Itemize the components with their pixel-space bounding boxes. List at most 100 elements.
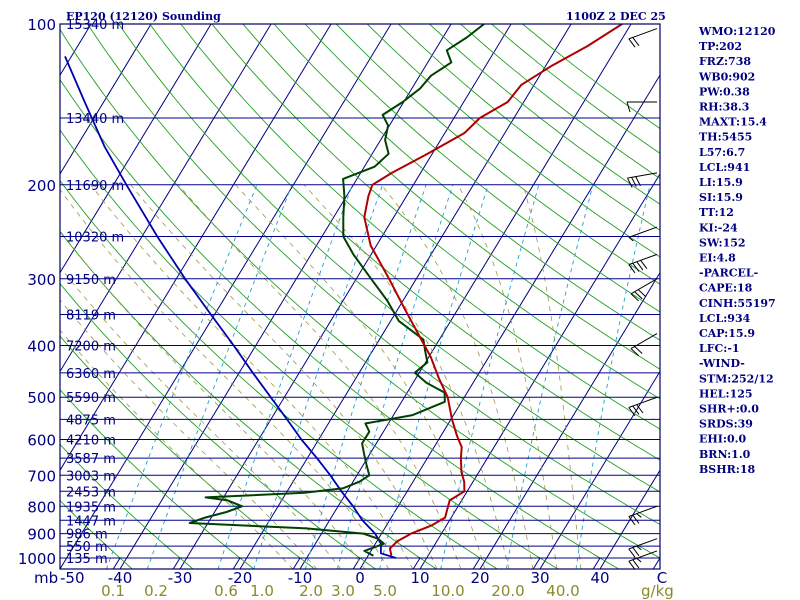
mixing-ratio-label: 1.0 xyxy=(250,582,274,600)
index-line: LCL:934 xyxy=(699,312,751,325)
wind-barb-staff xyxy=(628,253,658,266)
wind-barb-staff xyxy=(630,333,658,350)
index-line: LFC:-1 xyxy=(699,342,740,355)
mixing-ratio-line xyxy=(105,184,258,569)
wind-barb-flag xyxy=(634,291,643,300)
isotherm-line xyxy=(60,24,152,175)
pressure-tick-label: 1000 xyxy=(18,550,56,568)
mixing-ratio-line xyxy=(304,184,427,569)
wind-barb-flag xyxy=(628,38,636,48)
index-line: EHI:0.0 xyxy=(699,433,746,446)
height-label: 4875 m xyxy=(66,413,116,428)
index-line: LCL:941 xyxy=(699,161,750,174)
mixing-ratio-line xyxy=(217,184,353,569)
wind-barb-flag xyxy=(630,293,639,302)
height-label: 550 m xyxy=(66,540,108,555)
isotherm-line xyxy=(60,24,272,373)
wind-barb-flag xyxy=(640,260,648,269)
temperature-tick-label: -40 xyxy=(108,569,133,587)
dry-adiabat-line xyxy=(60,335,316,569)
index-line: BSHR:18 xyxy=(699,463,755,476)
wind-barb xyxy=(628,396,658,417)
height-label: 2453 m xyxy=(66,485,116,500)
mixing-ratio-line xyxy=(575,184,651,569)
isotherm-line xyxy=(352,557,361,569)
wind-barb-flag xyxy=(628,407,636,417)
moist-adiabat-line xyxy=(457,184,558,569)
dry-adiabat-line xyxy=(149,24,660,461)
height-label: 15340 m xyxy=(66,18,124,33)
wind-barb xyxy=(628,28,658,48)
wind-barb xyxy=(628,550,658,570)
index-line: STM:252/12 xyxy=(699,372,774,385)
isotherm-line xyxy=(239,24,572,569)
index-line: RH:38.3 xyxy=(699,101,749,114)
dry-adiabat-line xyxy=(60,231,438,569)
moist-adiabat-line xyxy=(60,266,342,569)
index-line: CINH:55197 xyxy=(699,297,776,310)
index-line: CAP:15.9 xyxy=(699,327,755,340)
wind-barb-flag xyxy=(637,289,647,298)
moist-adiabat-line xyxy=(60,230,366,569)
isotherm-line xyxy=(119,24,452,569)
pressure-tick-label: 600 xyxy=(27,432,56,450)
wind-barb-flag xyxy=(636,261,644,271)
dry-adiabat-line xyxy=(60,443,194,569)
temperature-tick-label: -10 xyxy=(288,569,313,587)
isotherm-line xyxy=(292,557,301,569)
index-line: -PARCEL- xyxy=(699,267,758,280)
dry-adiabat-line xyxy=(60,78,620,569)
isotherm-line xyxy=(179,24,512,569)
pressure-tick-label: 400 xyxy=(27,338,56,356)
wind-barb-flag xyxy=(636,404,644,414)
wind-barb-flag xyxy=(630,348,639,357)
height-label: 135 m xyxy=(66,552,108,567)
wind-barb-flag xyxy=(628,236,634,242)
isotherm-line xyxy=(60,24,392,569)
mixing-ratio-line xyxy=(440,184,540,569)
pressure-tick-label: 200 xyxy=(27,177,56,195)
mixing-ratio-label: 3.0 xyxy=(331,582,355,600)
isotherm-line xyxy=(299,24,632,569)
isotherm-line xyxy=(472,557,481,569)
isotherm-line xyxy=(232,557,241,569)
wind-barbs xyxy=(626,28,658,570)
isotherm-line xyxy=(172,557,181,569)
isotherm-line xyxy=(412,557,421,569)
temperature-tick-label: 0 xyxy=(355,569,365,587)
index-line: HEL:125 xyxy=(699,387,753,400)
mixing-ratio-label: 2.0 xyxy=(299,582,323,600)
mixing-ratio-line xyxy=(336,184,454,569)
pressure-tick-label: 300 xyxy=(27,271,56,289)
wind-barb-staff xyxy=(628,28,658,40)
index-line: TP:202 xyxy=(699,40,742,53)
wind-barb-flag xyxy=(626,101,631,113)
wind-barb-flag xyxy=(632,559,640,569)
isotherm-line xyxy=(532,557,541,569)
stability-indices-panel: WMO:12120 TP:202 FRZ:738 WB0:902 PW:0.38 RH:3… xyxy=(698,25,776,476)
index-line: SW:152 xyxy=(699,236,746,249)
mixing-ratio-label: 0.2 xyxy=(144,582,168,600)
height-label: 5590 m xyxy=(66,391,116,406)
index-line: SHR+:0.0 xyxy=(699,403,759,416)
height-label: 3003 m xyxy=(66,469,116,484)
index-line: SRDS:39 xyxy=(699,418,753,431)
height-label: 6360 m xyxy=(66,367,116,382)
wind-barb-staff xyxy=(628,505,658,517)
wind-barb-flag xyxy=(628,560,636,570)
wind-barb-staff xyxy=(627,172,658,179)
index-line: SI:15.9 xyxy=(699,191,743,204)
wind-barb xyxy=(627,172,658,188)
moist-adiabat-line xyxy=(60,329,294,569)
isotherm-line xyxy=(599,469,660,569)
wind-barb xyxy=(630,278,658,302)
index-line: WMO:12120 xyxy=(698,25,776,38)
height-label: 8119 m xyxy=(66,309,116,324)
dry-adiabat-line xyxy=(211,24,660,400)
temperature-tick-label: C xyxy=(657,569,667,587)
chart-grid xyxy=(60,24,660,569)
mixing-ratio-label: 5.0 xyxy=(373,582,397,600)
mixing-ratio-line xyxy=(505,184,594,569)
